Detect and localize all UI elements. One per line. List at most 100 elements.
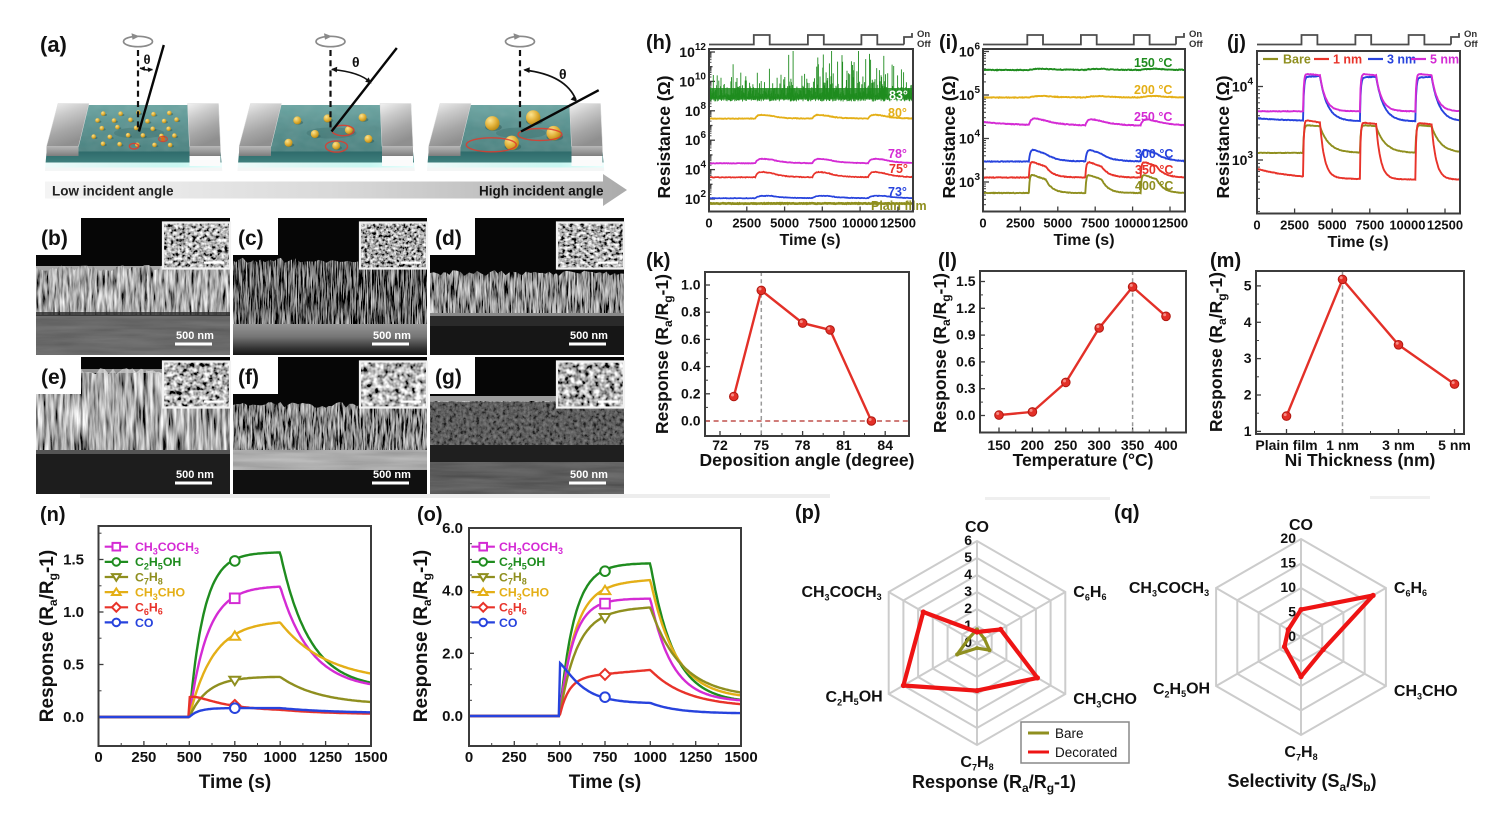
- svg-text:750: 750: [222, 749, 247, 766]
- svg-text:Response (Ra/Rg-1): Response (Ra/Rg-1): [1206, 272, 1229, 432]
- svg-text:2: 2: [1244, 387, 1252, 403]
- svg-text:15: 15: [1280, 555, 1296, 571]
- svg-text:1 nm: 1 nm: [1326, 437, 1359, 453]
- svg-text:0.6: 0.6: [956, 353, 976, 369]
- svg-text:1.2: 1.2: [956, 300, 976, 316]
- svg-text:5: 5: [964, 549, 972, 565]
- svg-text:Response (Ra/Rg-1): Response (Ra/Rg-1): [411, 550, 434, 722]
- svg-text:1.0: 1.0: [63, 604, 84, 621]
- svg-text:0.2: 0.2: [681, 385, 701, 401]
- svg-text:1: 1: [1244, 423, 1252, 439]
- svg-text:4: 4: [1244, 314, 1252, 330]
- svg-text:5: 5: [1244, 277, 1252, 293]
- svg-text:0: 0: [1288, 628, 1296, 644]
- svg-text:(m): (m): [1210, 250, 1241, 272]
- svg-text:(k): (k): [646, 250, 670, 272]
- svg-text:10000: 10000: [1389, 218, 1425, 233]
- svg-text:Resistance (Ω): Resistance (Ω): [939, 76, 959, 199]
- svg-text:Decorated: Decorated: [1055, 745, 1117, 760]
- svg-text:500: 500: [177, 749, 202, 766]
- svg-text:500: 500: [547, 749, 572, 766]
- svg-text:C6H6: C6H6: [1394, 580, 1427, 599]
- svg-text:1500: 1500: [724, 749, 757, 766]
- svg-text:1250: 1250: [309, 749, 342, 766]
- svg-text:0: 0: [94, 749, 102, 766]
- svg-text:10000: 10000: [842, 216, 878, 231]
- svg-text:0: 0: [465, 749, 473, 766]
- svg-text:83°: 83°: [889, 89, 908, 103]
- svg-text:CH3COCH3: CH3COCH3: [135, 540, 199, 557]
- svg-text:0.3: 0.3: [956, 380, 976, 396]
- svg-text:10: 10: [1280, 579, 1296, 595]
- svg-text:C7H8: C7H8: [135, 570, 163, 587]
- svg-text:0.0: 0.0: [442, 708, 463, 725]
- svg-text:Time (s): Time (s): [1053, 232, 1114, 249]
- svg-text:1 nm: 1 nm: [1333, 53, 1362, 67]
- svg-text:θ: θ: [144, 52, 151, 67]
- svg-text:(f): (f): [238, 366, 259, 389]
- svg-text:150 °C: 150 °C: [1134, 56, 1172, 70]
- svg-text:CH3CHO: CH3CHO: [499, 585, 550, 602]
- svg-text:0: 0: [964, 634, 972, 650]
- svg-text:1500: 1500: [354, 749, 387, 766]
- svg-text:(g): (g): [435, 366, 462, 389]
- svg-text:0.9: 0.9: [956, 327, 976, 343]
- svg-text:1000: 1000: [634, 749, 667, 766]
- svg-text:5: 5: [1288, 604, 1296, 620]
- svg-text:C6H6: C6H6: [499, 600, 527, 617]
- svg-text:250: 250: [1054, 437, 1078, 453]
- svg-text:(b): (b): [41, 227, 68, 250]
- svg-text:Selectivity (Sa/Sb): Selectivity (Sa/Sb): [1227, 771, 1376, 794]
- svg-text:0.0: 0.0: [63, 709, 84, 726]
- svg-text:350 °C: 350 °C: [1135, 163, 1173, 177]
- svg-text:C6H6: C6H6: [1073, 584, 1106, 603]
- svg-text:CH3COCH3: CH3COCH3: [801, 584, 881, 603]
- svg-text:6.0: 6.0: [442, 520, 463, 537]
- svg-text:1: 1: [964, 617, 972, 633]
- svg-text:(i): (i): [939, 32, 958, 54]
- svg-text:CO: CO: [1289, 517, 1313, 534]
- svg-text:CH3COCH3: CH3COCH3: [499, 540, 563, 557]
- svg-text:2500: 2500: [732, 216, 761, 231]
- svg-text:0: 0: [979, 216, 986, 231]
- svg-text:3: 3: [1244, 350, 1252, 366]
- svg-text:(p): (p): [795, 502, 821, 524]
- svg-text:12500: 12500: [1152, 216, 1188, 231]
- svg-text:C2H5OH: C2H5OH: [499, 555, 545, 572]
- svg-text:2: 2: [964, 600, 972, 616]
- svg-text:Ni Thickness (nm): Ni Thickness (nm): [1285, 450, 1436, 470]
- svg-text:On: On: [1189, 29, 1202, 40]
- svg-text:84: 84: [877, 437, 893, 453]
- svg-text:7500: 7500: [1355, 218, 1384, 233]
- svg-text:C7H8: C7H8: [499, 570, 527, 587]
- svg-text:(o): (o): [417, 504, 443, 526]
- svg-text:10000: 10000: [1115, 216, 1151, 231]
- svg-text:CH3CHO: CH3CHO: [1394, 683, 1458, 702]
- svg-text:CO: CO: [965, 519, 989, 536]
- svg-text:4: 4: [964, 566, 972, 582]
- svg-text:Time (s): Time (s): [199, 772, 272, 793]
- svg-text:C7H8: C7H8: [960, 754, 993, 773]
- svg-text:0.0: 0.0: [956, 407, 976, 423]
- svg-text:5000: 5000: [1043, 216, 1072, 231]
- svg-text:72: 72: [712, 437, 728, 453]
- svg-text:250: 250: [502, 749, 527, 766]
- svg-text:3 nm: 3 nm: [1387, 53, 1416, 67]
- svg-text:High incident angle: High incident angle: [479, 184, 604, 199]
- svg-text:On: On: [1464, 29, 1477, 40]
- svg-text:Time (s): Time (s): [569, 772, 642, 793]
- svg-text:78: 78: [795, 437, 811, 453]
- svg-text:(e): (e): [41, 366, 67, 389]
- svg-text:Time (s): Time (s): [779, 232, 840, 249]
- svg-text:500 nm: 500 nm: [373, 330, 411, 342]
- svg-text:(c): (c): [238, 227, 264, 250]
- svg-text:Temperature (°C): Temperature (°C): [1013, 450, 1154, 470]
- svg-text:Off: Off: [1464, 39, 1479, 50]
- svg-text:150: 150: [987, 437, 1011, 453]
- svg-text:CH3COCH3: CH3COCH3: [1129, 580, 1209, 599]
- svg-text:80°: 80°: [888, 106, 907, 120]
- svg-text:Bare: Bare: [1283, 53, 1311, 67]
- svg-text:750: 750: [592, 749, 617, 766]
- svg-text:(j): (j): [1227, 32, 1246, 54]
- svg-text:500 nm: 500 nm: [176, 469, 214, 481]
